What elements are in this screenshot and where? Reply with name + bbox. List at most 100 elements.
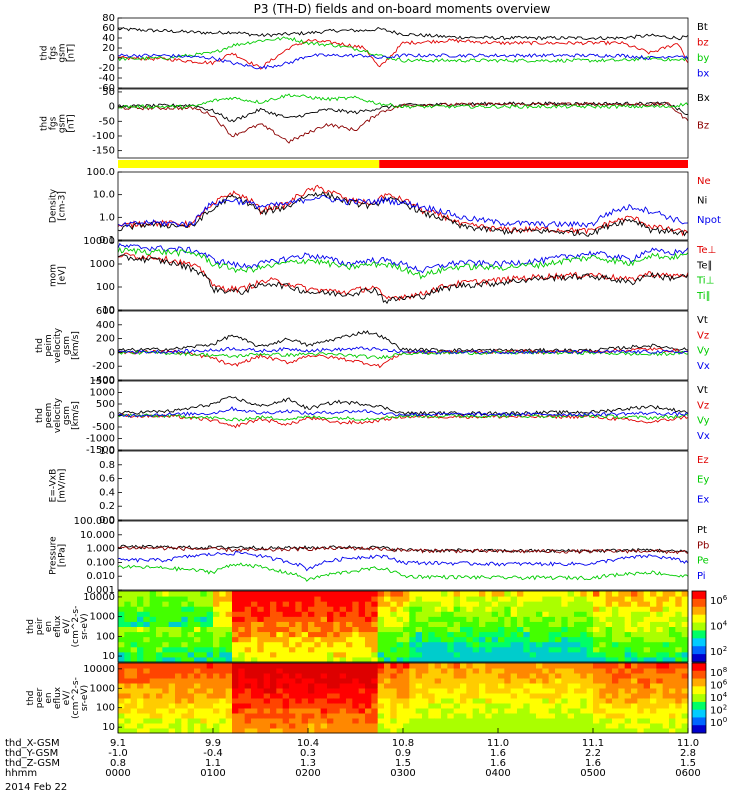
spectrogram-cell <box>225 668 233 674</box>
spectrogram-cell <box>270 591 277 597</box>
x-row-value: 11.0 <box>677 738 699 749</box>
y-tick-label: 1.0 <box>99 446 115 457</box>
spectrogram-cell <box>485 591 493 597</box>
spectrogram-cell <box>485 646 493 653</box>
spectrogram-cell <box>542 651 550 658</box>
spectrogram-cell <box>441 693 448 699</box>
spectrogram-cell <box>422 713 429 719</box>
spectrogram-cell <box>403 646 410 653</box>
spectrogram-cell <box>504 698 512 704</box>
spectrogram-cell <box>612 606 619 612</box>
spectrogram-cell <box>175 656 182 663</box>
spectrogram-cell <box>377 673 385 679</box>
spectrogram-cell <box>358 698 366 704</box>
spectrogram-cell <box>175 683 182 689</box>
x-row-value: -0.4 <box>203 748 223 759</box>
spectrogram-cell <box>580 673 588 679</box>
spectrogram-cell <box>567 698 575 704</box>
spectrogram-cell <box>447 636 455 643</box>
spectrogram-cell <box>384 678 391 684</box>
spectrogram-cell <box>396 728 404 734</box>
spectrogram-cell <box>358 703 366 709</box>
spectrogram-cell <box>352 663 360 669</box>
spectrogram-cell <box>662 678 670 684</box>
colorbar-segment <box>692 701 706 711</box>
series-line-ne <box>117 184 689 237</box>
spectrogram-cell <box>561 601 569 607</box>
spectrogram-cell <box>529 683 537 689</box>
spectrogram-cell <box>453 728 461 734</box>
spectrogram-cell <box>257 718 265 724</box>
spectrogram-cell <box>162 596 170 602</box>
spectrogram-cell <box>225 606 233 612</box>
spectrogram-cell <box>599 718 607 724</box>
spectrogram-cell <box>156 673 163 679</box>
spectrogram-cell <box>441 636 448 643</box>
spectrogram-cell <box>675 636 683 643</box>
spectrogram-cell <box>346 723 353 729</box>
spectrogram-cell <box>637 708 645 714</box>
spectrogram-cell <box>396 641 404 648</box>
spectrogram-cell <box>175 663 182 669</box>
spectrogram-cell <box>631 678 638 684</box>
spectrogram-cell <box>586 641 594 648</box>
spectrogram-cell <box>162 656 170 663</box>
spectrogram-cell <box>548 591 556 597</box>
spectrogram-cell <box>130 668 138 674</box>
spectrogram-cell <box>251 631 258 638</box>
spectrogram-cell <box>656 656 664 663</box>
spectrogram-cell <box>384 668 391 674</box>
x-row-value: 11.0 <box>487 738 509 749</box>
x-row-value: 2.8 <box>680 748 696 759</box>
spectrogram-cell <box>365 703 372 709</box>
spectrogram-cell <box>656 606 664 612</box>
spectrogram-cell <box>384 616 391 622</box>
spectrogram-cell <box>561 663 569 669</box>
spectrogram-cell <box>637 631 645 638</box>
spectrogram-cell <box>466 601 474 607</box>
spectrogram-cell <box>453 606 461 612</box>
spectrogram-cell <box>244 646 252 653</box>
spectrogram-cell <box>301 718 309 724</box>
spectrogram-cell <box>200 606 208 612</box>
spectrogram-cell <box>542 718 550 724</box>
y-axis-label: gsm <box>62 406 72 425</box>
spectrogram-cell <box>143 708 151 714</box>
spectrogram-cell <box>333 713 341 719</box>
spectrogram-cell <box>251 601 258 607</box>
spectrogram-cell <box>289 656 296 663</box>
spectrogram-cell <box>320 688 328 694</box>
spectrogram-cell <box>637 626 645 633</box>
spectrogram-cell <box>124 663 132 669</box>
y-tick-label: -200 <box>92 361 115 372</box>
spectrogram-cell <box>656 728 664 734</box>
spectrogram-cell <box>206 698 214 704</box>
spectrogram-cell <box>669 596 676 602</box>
spectrogram-cell <box>149 683 157 689</box>
spectrogram-cell <box>656 668 664 674</box>
spectrogram-cell <box>295 601 303 607</box>
spectrogram-cell <box>371 678 379 684</box>
spectrogram-cell <box>365 636 372 643</box>
spectrogram-cell <box>491 601 499 607</box>
spectrogram-cell <box>289 678 296 684</box>
spectrogram-cell <box>567 591 575 597</box>
spectrogram-cell <box>529 606 537 612</box>
spectrogram-cell <box>143 606 151 612</box>
spectrogram-cell <box>339 668 347 674</box>
spectrogram-cell <box>137 703 144 709</box>
spectrogram-cell <box>669 698 676 704</box>
spectrogram-cell <box>536 663 543 669</box>
spectrogram-cell <box>295 621 303 627</box>
spectrogram-cell <box>662 668 670 674</box>
legend-pb: Pb <box>697 540 709 551</box>
spectrogram-cell <box>162 626 170 633</box>
spectrogram-cell <box>624 703 632 709</box>
spectrogram-cell <box>232 611 239 617</box>
spectrogram-cell <box>282 626 290 633</box>
spectrogram-cell <box>244 703 252 709</box>
spectrogram-cell <box>377 636 385 643</box>
spectrogram-cell <box>434 636 442 643</box>
legend-vz: Vz <box>697 400 709 411</box>
spectrogram-cell <box>612 678 619 684</box>
